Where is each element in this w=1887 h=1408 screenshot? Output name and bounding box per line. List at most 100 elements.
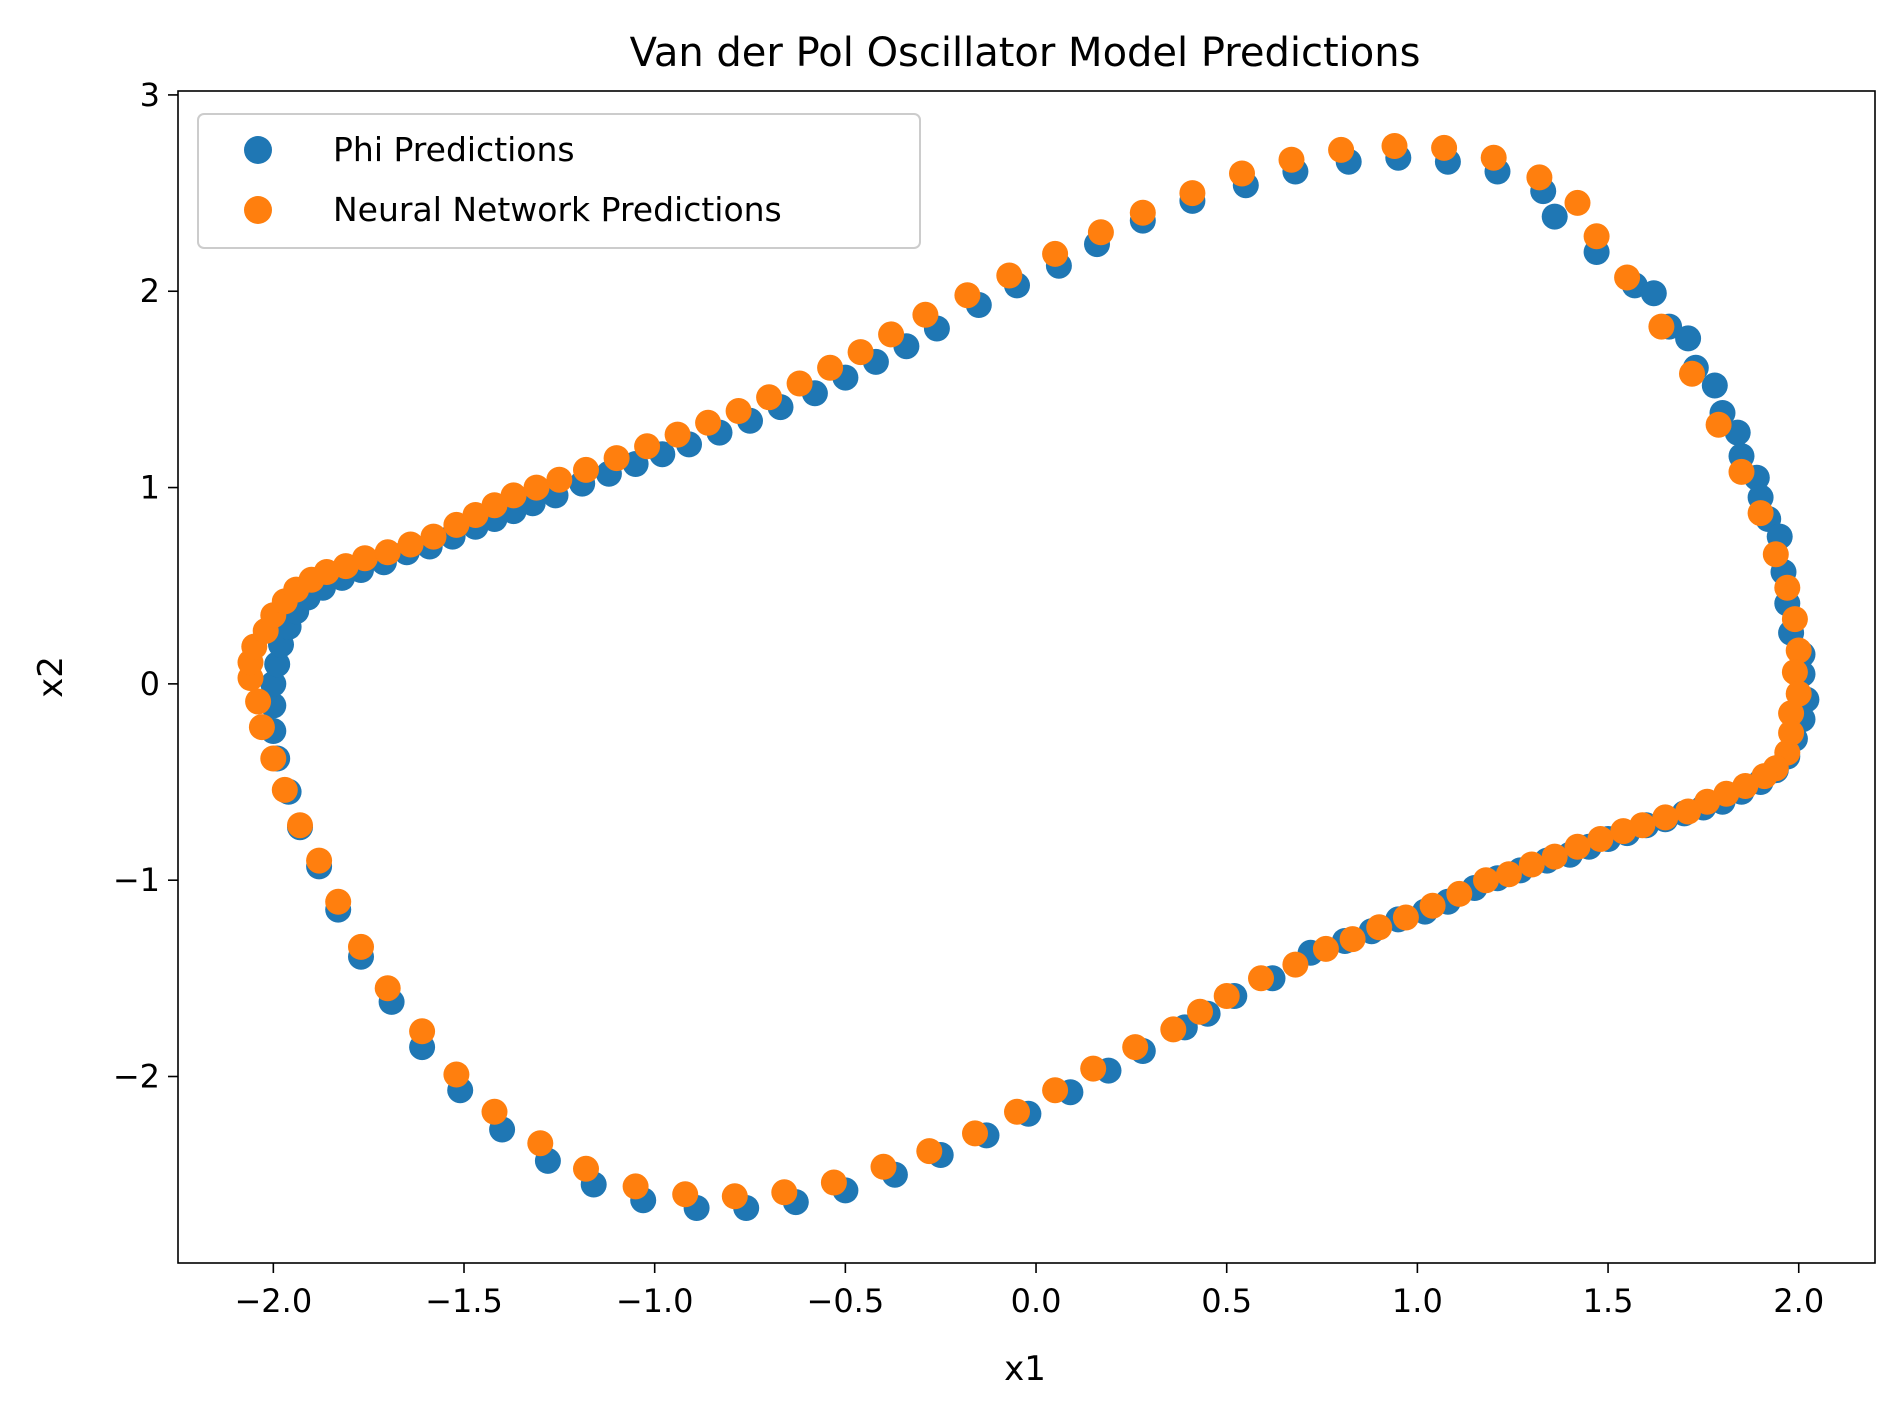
data-point-s0-101	[1541, 203, 1568, 230]
y-tick-label-1: −1	[113, 861, 160, 899]
x-axis: −2.0 −1.5 −1.0 −0.5 0.0 0.5 1.0 1.5 2.0	[234, 1263, 1824, 1320]
data-point-s1-48	[409, 1018, 436, 1045]
data-point-s1-28	[1248, 965, 1274, 992]
x-tick-label-1: −1.5	[425, 1282, 503, 1320]
data-point-s1-112	[1774, 574, 1801, 601]
data-point-s1-89	[912, 301, 939, 328]
x-tick-label-7: 1.5	[1583, 1282, 1634, 1320]
data-point-s1-11	[1675, 798, 1702, 825]
data-point-s0-58	[264, 651, 291, 678]
x-axis-label: x1	[1004, 1349, 1046, 1389]
data-point-s1-30	[1187, 998, 1213, 1025]
data-point-s1-23	[1392, 904, 1419, 931]
y-tick-label-3: 1	[140, 469, 160, 507]
data-point-s1-45	[527, 1130, 554, 1157]
data-point-s1-97	[1278, 146, 1305, 173]
data-point-s1-93	[1087, 219, 1114, 246]
x-tick-label-4: 0.0	[1011, 1282, 1062, 1320]
data-point-s1-80	[634, 433, 661, 460]
data-points	[237, 133, 1820, 1221]
data-point-s1-69	[374, 539, 401, 566]
data-point-s1-44	[573, 1155, 599, 1182]
data-point-s1-18	[1518, 851, 1545, 878]
data-point-s1-111	[1762, 541, 1789, 568]
legend-box	[197, 113, 921, 249]
data-point-s1-14	[1610, 818, 1637, 845]
data-point-s1-36	[962, 1120, 988, 1147]
y-tick-label-2: 0	[140, 665, 160, 703]
data-point-s1-55	[260, 745, 287, 772]
data-point-s1-52	[306, 847, 333, 874]
data-point-s1-53	[287, 812, 313, 839]
data-point-s1-50	[348, 933, 374, 960]
data-point-s1-21	[1446, 880, 1473, 907]
data-point-s0-108	[1701, 372, 1728, 399]
data-point-s1-107	[1679, 360, 1705, 387]
legend: Phi Predictions Neural Network Predictio…	[197, 113, 921, 249]
data-point-s1-113	[1781, 606, 1808, 633]
data-point-s1-98	[1328, 136, 1355, 163]
data-point-s1-83	[725, 398, 752, 424]
data-point-s1-22	[1419, 892, 1446, 919]
data-point-s1-90	[954, 282, 981, 309]
data-point-s1-17	[1541, 843, 1568, 870]
data-point-s1-74	[481, 492, 508, 519]
data-point-s1-51	[325, 888, 352, 915]
data-point-s1-38	[870, 1153, 897, 1180]
x-tick-label-8: 2.0	[1773, 1282, 1824, 1320]
data-point-s1-86	[817, 354, 844, 381]
data-point-s1-49	[374, 975, 401, 1002]
data-point-s1-94	[1129, 199, 1156, 226]
legend-marker-phi	[244, 136, 272, 164]
data-point-s1-54	[271, 776, 298, 803]
legend-marker-neural-network	[244, 196, 272, 224]
data-point-s1-29	[1213, 983, 1240, 1009]
data-point-s0-57	[260, 670, 287, 697]
data-point-s1-77	[546, 466, 573, 493]
data-point-s0-106	[1675, 325, 1702, 352]
data-point-s1-12	[1652, 804, 1679, 831]
data-point-s1-43	[622, 1173, 649, 1200]
legend-label-neural-network: Neural Network Predictions	[333, 190, 782, 229]
data-point-s1-40	[771, 1179, 798, 1206]
y-tick-label-5: 3	[140, 76, 160, 114]
data-point-s1-78	[573, 456, 599, 483]
data-point-s1-46	[481, 1098, 508, 1125]
x-tick-label-3: −0.5	[807, 1282, 885, 1320]
data-point-s1-99	[1381, 133, 1408, 159]
data-point-s1-15	[1587, 826, 1614, 852]
data-point-s1-10	[1694, 788, 1721, 815]
data-point-s1-96	[1229, 160, 1255, 187]
y-axis-label: x2	[31, 656, 71, 698]
data-point-s1-35	[1004, 1098, 1030, 1125]
data-point-s1-25	[1339, 926, 1366, 953]
data-point-s1-1	[1781, 659, 1808, 686]
data-point-s1-82	[695, 409, 722, 436]
data-point-s1-26	[1312, 935, 1339, 962]
data-point-s1-31	[1160, 1016, 1187, 1043]
data-point-s1-7	[1751, 763, 1778, 790]
data-point-s1-87	[847, 339, 874, 366]
data-point-s1-84	[756, 384, 783, 411]
data-point-s1-100	[1431, 134, 1458, 161]
data-point-s1-56	[248, 714, 275, 741]
data-point-s1-88	[878, 321, 905, 348]
data-point-s1-2	[1785, 680, 1812, 707]
data-point-s1-75	[500, 482, 527, 509]
data-point-s1-37	[916, 1138, 943, 1165]
data-point-s1-109	[1728, 458, 1755, 485]
data-point-s1-102	[1526, 164, 1553, 191]
data-point-s1-103	[1564, 189, 1591, 216]
data-point-s1-76	[523, 474, 550, 501]
data-point-s1-70	[397, 531, 424, 558]
data-point-s1-16	[1564, 833, 1591, 860]
data-point-s1-57	[245, 688, 272, 715]
data-point-s1-79	[603, 445, 630, 472]
data-point-s1-3	[1778, 700, 1805, 727]
y-tick-label-4: 2	[140, 272, 160, 310]
series-1	[237, 133, 1812, 1210]
data-point-s1-101	[1480, 144, 1507, 171]
data-point-s0-104	[1640, 280, 1667, 307]
data-point-s1-104	[1583, 223, 1610, 250]
